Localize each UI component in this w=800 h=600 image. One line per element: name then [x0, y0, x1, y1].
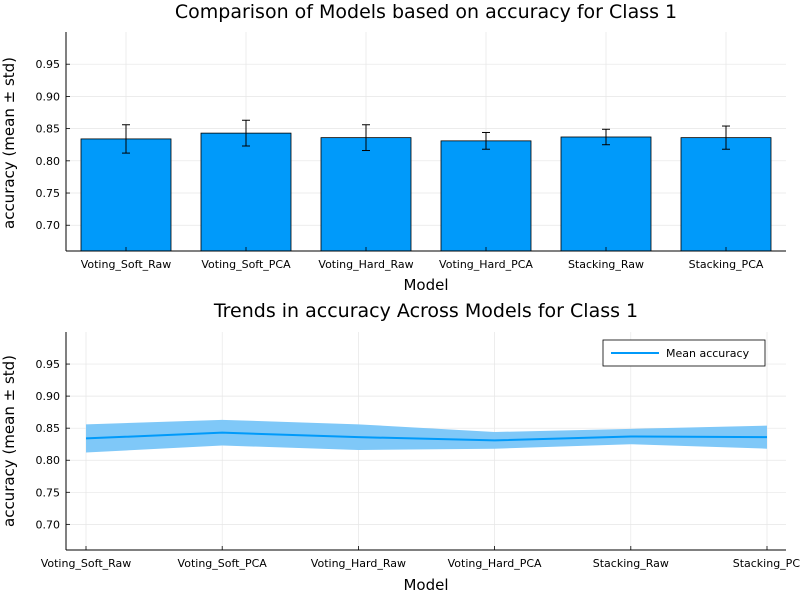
- legend: Mean accuracy: [602, 339, 766, 367]
- chart2-x-ticks: Voting_Soft_Raw Voting_Soft_PCA Voting_Har…: [41, 546, 800, 570]
- chart1-axes: [65, 32, 786, 252]
- y-tick-label: 0.90: [36, 390, 61, 403]
- bar: [440, 140, 532, 252]
- x-tick-label: Voting_Soft_PCA: [178, 557, 268, 570]
- bar: [80, 138, 172, 252]
- y-tick-label: 0.95: [36, 58, 61, 71]
- chart2-series-line: [85, 431, 768, 442]
- bar: [680, 137, 772, 252]
- x-tick-label: Stacking_PC: [733, 557, 800, 570]
- x-tick-label: Voting_Hard_PCA: [439, 258, 533, 271]
- chart1-x-ticks: Voting_Soft_Raw Voting_Soft_PCA Voting_Har…: [81, 247, 764, 271]
- x-tick-label: Voting_Soft_Raw: [41, 557, 132, 570]
- chart1-title: Comparison of Models based on accuracy f…: [175, 1, 677, 23]
- chart1-bars: [80, 132, 772, 252]
- y-tick-label: 0.85: [36, 422, 61, 435]
- chart1-y-label: accuracy (mean ± std): [0, 57, 18, 229]
- bar: [200, 132, 292, 252]
- legend-label: Mean accuracy: [666, 347, 750, 360]
- chart2-axes: [65, 332, 786, 551]
- mean-line: [85, 431, 768, 442]
- chart1-x-label: Model: [403, 276, 448, 294]
- y-tick-label: 0.95: [36, 358, 61, 371]
- chart2-title: Trends in accuracy Across Models for Cla…: [213, 300, 638, 322]
- bar-chart: Comparison of Models based on accuracy f…: [0, 1, 786, 294]
- y-tick-label: 0.75: [36, 187, 61, 200]
- y-tick-label: 0.70: [36, 518, 61, 531]
- bar: [560, 136, 652, 252]
- x-tick-label: Stacking_Raw: [593, 557, 669, 570]
- line-chart: Trends in accuracy Across Models for Cla…: [0, 300, 800, 594]
- y-tick-label: 0.85: [36, 123, 61, 136]
- y-tick-label: 0.80: [36, 155, 61, 168]
- y-tick-label: 0.75: [36, 486, 61, 499]
- y-tick-label: 0.90: [36, 90, 61, 103]
- x-tick-label: Voting_Soft_PCA: [201, 258, 291, 271]
- x-tick-label: Voting_Soft_Raw: [81, 258, 172, 271]
- chart1-grid: [66, 32, 786, 251]
- x-tick-label: Voting_Hard_Raw: [318, 258, 413, 271]
- chart1-y-ticks: 0.70 0.75 0.80 0.85 0.90 0.95: [36, 58, 70, 232]
- y-tick-label: 0.80: [36, 454, 61, 467]
- x-tick-label: Stacking_PCA: [689, 258, 764, 271]
- x-tick-label: Stacking_Raw: [568, 258, 644, 271]
- chart1-error-bars: [122, 119, 730, 154]
- chart2-y-label: accuracy (mean ± std): [0, 355, 18, 527]
- bar: [320, 137, 412, 252]
- chart2-y-ticks: 0.70 0.75 0.80 0.85 0.90 0.95: [36, 358, 70, 531]
- x-tick-label: Voting_Hard_Raw: [311, 557, 406, 570]
- chart2-std-band: [86, 419, 767, 453]
- x-tick-label: Voting_Hard_PCA: [448, 557, 542, 570]
- y-tick-label: 0.70: [36, 219, 61, 232]
- chart2-x-label: Model: [403, 576, 448, 594]
- std-band: [86, 419, 767, 453]
